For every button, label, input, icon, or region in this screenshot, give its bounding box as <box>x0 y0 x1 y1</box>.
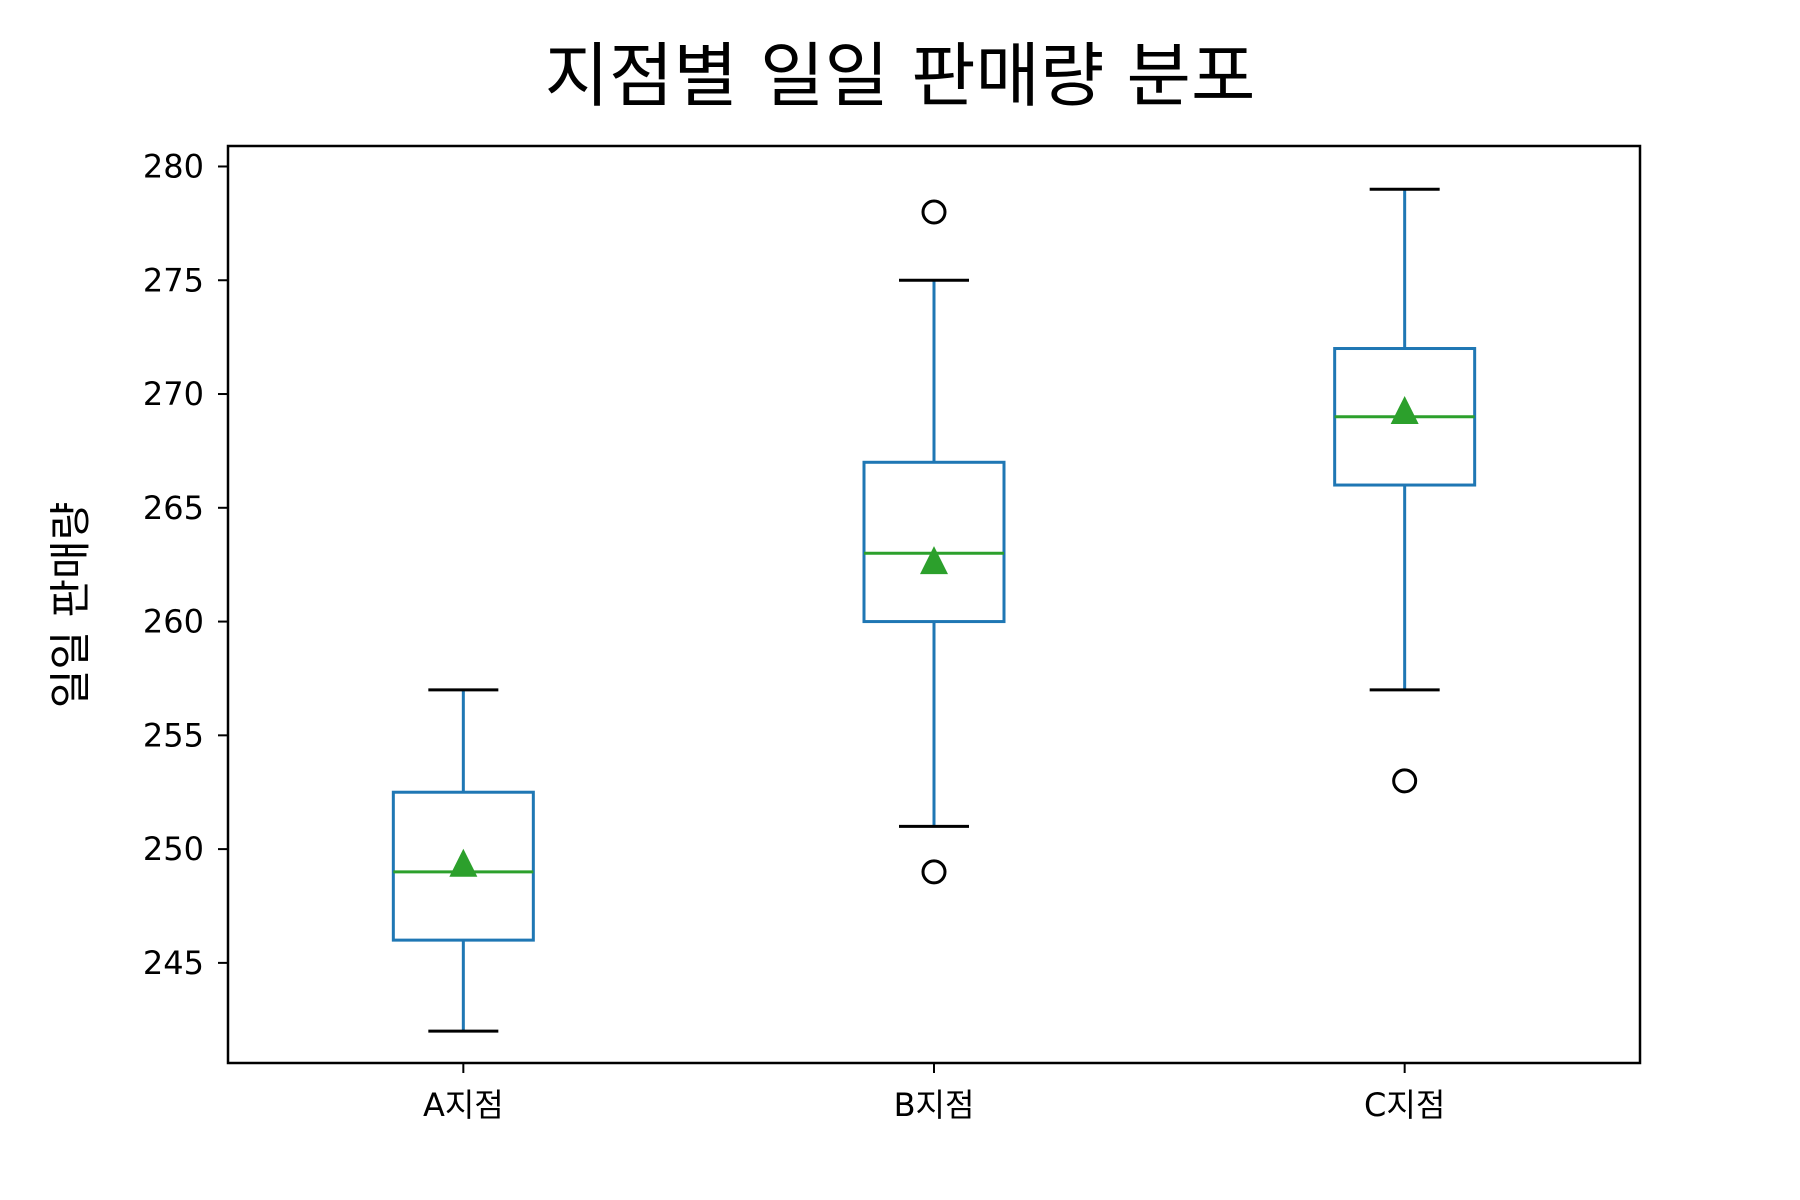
y-tick-label-255: 255 <box>143 716 204 754</box>
x-tick-label-2: B지점 <box>894 1086 975 1124</box>
x-tick-label-1: A지점 <box>423 1086 504 1124</box>
box-2-outlier-2 <box>921 199 947 225</box>
y-tick-label-245: 245 <box>143 944 204 982</box>
chart-title: 지점별 일일 판매량 분포 <box>544 35 1256 117</box>
y-tick-label-280: 280 <box>143 147 204 185</box>
box-2-outlier-1 <box>921 859 947 885</box>
x-tick-label-3: C지점 <box>1364 1086 1445 1124</box>
y-tick-label-260: 260 <box>143 603 204 641</box>
y-tick-label-275: 275 <box>143 261 204 299</box>
box-3-mean-marker <box>1390 395 1419 424</box>
box-2-iqr-box <box>862 460 1006 624</box>
box-1-iqr-box <box>391 790 535 942</box>
plot-marks <box>391 187 1477 1033</box>
y-axis-label: 일일 판매량 <box>46 502 95 709</box>
axes: 245 250 255 260 265 270 275 280 A지점 B지점 C지점 <box>143 144 1642 1124</box>
y-tick-label-270: 270 <box>143 375 204 413</box>
box-1-mean-marker <box>449 848 478 877</box>
y-tick-label-265: 265 <box>143 489 204 527</box>
y-tick-label-250: 250 <box>143 830 204 868</box>
box-3-outlier-1 <box>1392 768 1418 794</box>
box-2-mean-marker <box>920 546 948 575</box>
